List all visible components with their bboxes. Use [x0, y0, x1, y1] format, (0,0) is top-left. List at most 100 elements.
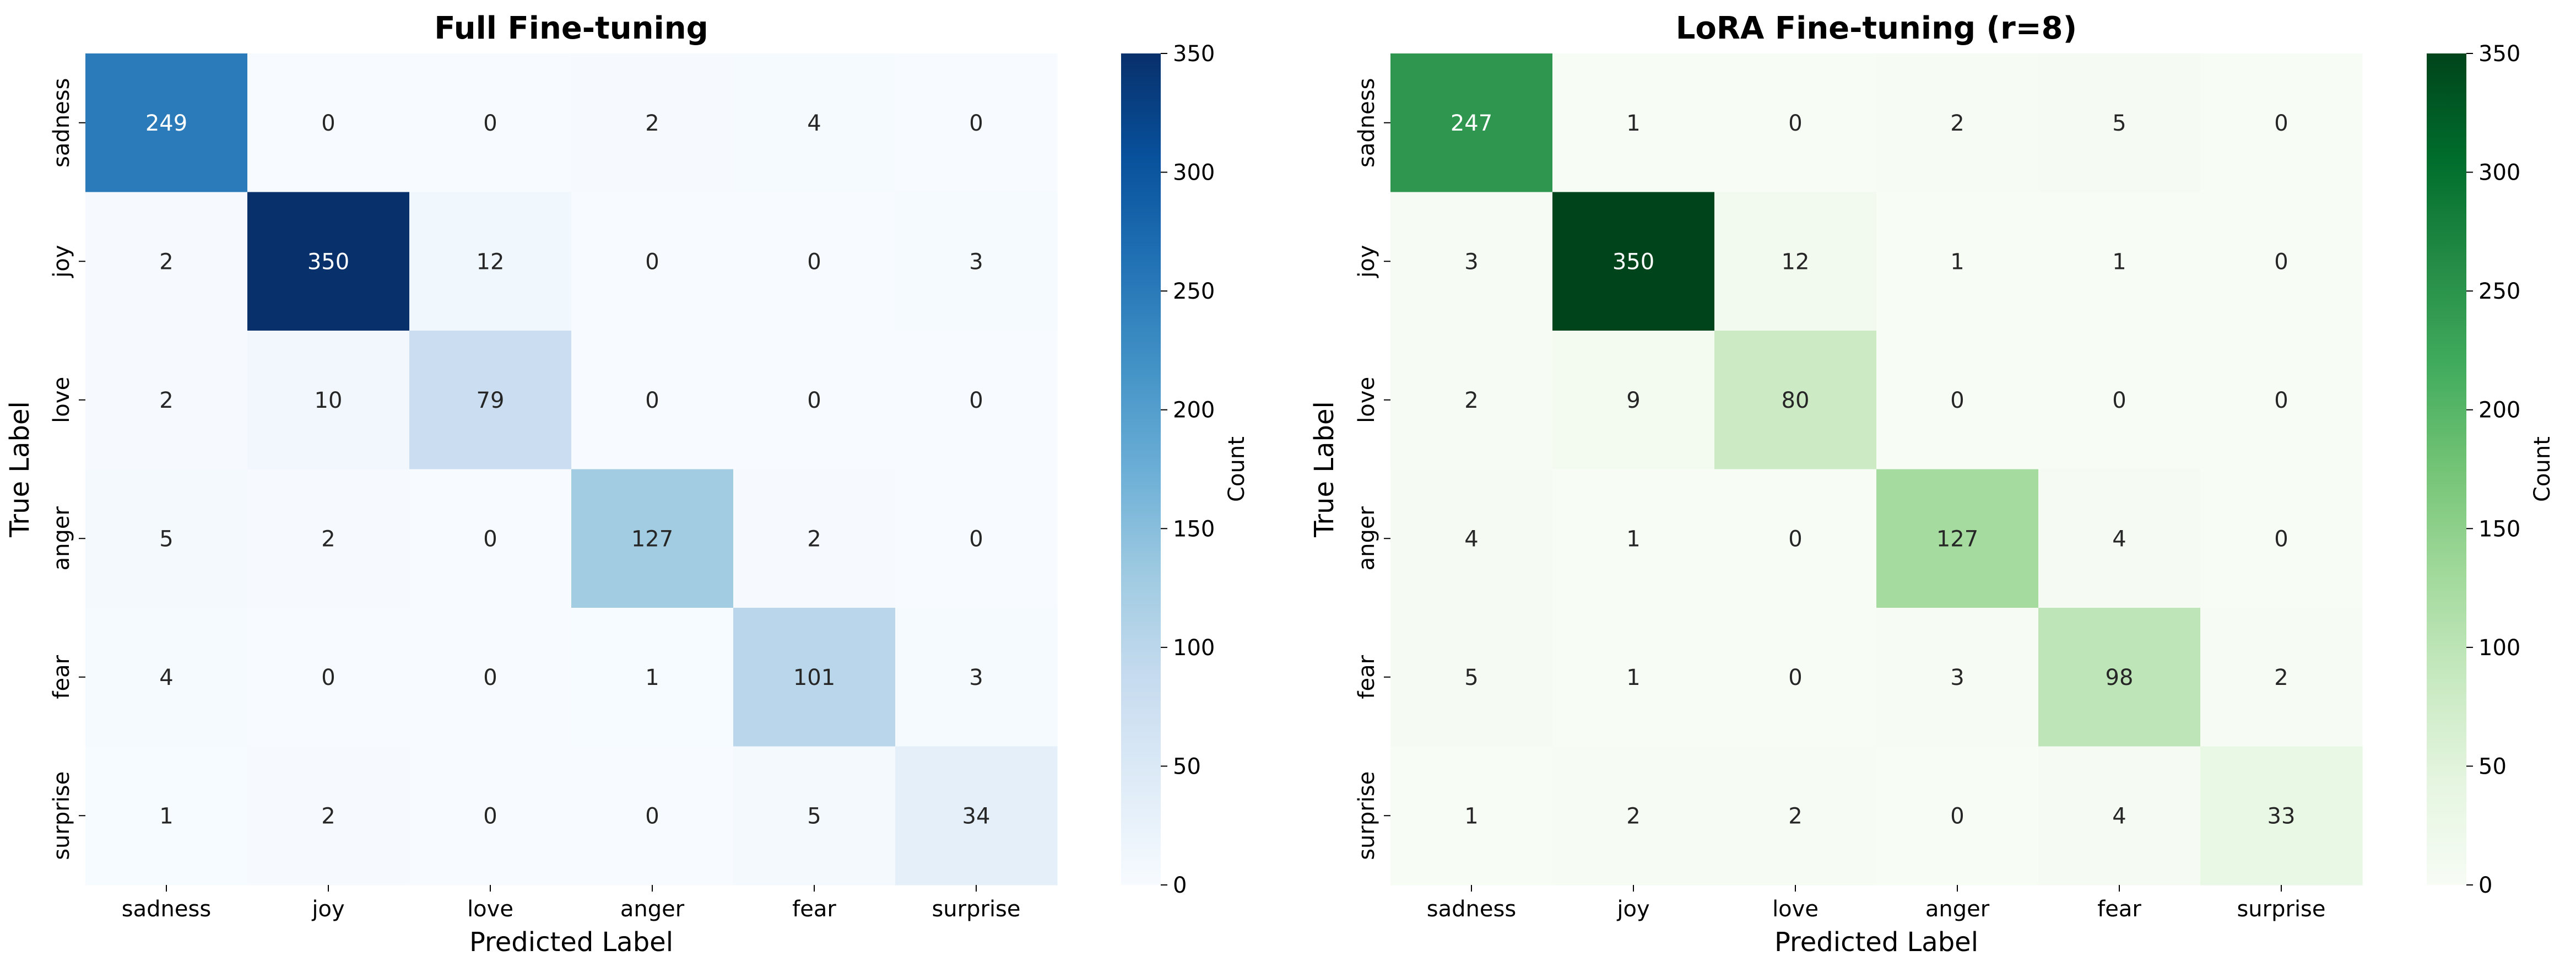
heatmap-cell: [571, 192, 734, 331]
heatmap-cell: [247, 608, 410, 747]
cell-value-label: 3: [969, 249, 983, 274]
heatmap-cell: [409, 192, 572, 331]
heatmap-cell: [1390, 469, 1553, 608]
heatmap-cell: [2038, 331, 2201, 470]
colorbar-tick-label: 50: [1173, 754, 1201, 779]
cell-value-label: 247: [1451, 111, 1492, 136]
colorbar-tick-label: 150: [2478, 516, 2520, 542]
heatmap-cell: [1876, 608, 2039, 747]
cell-value-label: 2: [321, 526, 335, 552]
cell-value-label: 5: [807, 803, 821, 829]
cell-value-label: 2: [1464, 388, 1478, 413]
cell-value-label: 1: [1626, 526, 1640, 552]
x-tick-label: fear: [792, 897, 836, 922]
heatmap-cell: [247, 746, 410, 885]
heatmap-cell: [2038, 608, 2201, 747]
cell-value-label: 4: [807, 111, 821, 136]
colorbar-tick-label: 100: [1173, 635, 1215, 661]
colorbar-tick-label: 300: [2478, 160, 2520, 186]
colorbar-tick-label: 350: [2478, 41, 2520, 67]
cell-value-label: 4: [2112, 803, 2126, 829]
colorbar-tick-label: 300: [1173, 160, 1215, 186]
heatmap-cell: [733, 608, 896, 747]
heatmap-cell: [571, 746, 734, 885]
cell-value-label: 5: [2112, 111, 2126, 136]
heatmap-cell: [2200, 192, 2363, 331]
cell-value-label: 5: [159, 526, 173, 552]
heatmap-cell: [409, 469, 572, 608]
chart-title: LoRA Fine-tuning (r=8): [1676, 10, 2077, 46]
cell-value-label: 0: [2112, 388, 2126, 413]
colorbar-tick-label: 50: [2478, 754, 2507, 779]
heatmap-cell: [571, 331, 734, 470]
heatmap-cell: [1714, 53, 1877, 193]
cell-value-label: 2: [159, 388, 173, 413]
cell-value-label: 0: [2274, 249, 2288, 274]
cell-value-label: 34: [962, 803, 991, 829]
cell-value-label: 2: [1626, 803, 1640, 829]
cell-value-label: 9: [1626, 388, 1640, 413]
heatmap-cell: [1876, 469, 2039, 608]
y-tick-label: surprise: [49, 771, 74, 860]
cell-value-label: 3: [969, 665, 983, 690]
heatmap-cell: [1714, 746, 1877, 885]
cell-value-label: 10: [315, 388, 343, 413]
cell-value-label: 2: [1788, 803, 1802, 829]
heatmap-cell: [571, 53, 734, 193]
cell-value-label: 0: [1788, 111, 1802, 136]
heatmap-cell: [409, 746, 572, 885]
colorbar-tick-label: 200: [1173, 398, 1215, 423]
cell-value-label: 1: [159, 803, 173, 829]
x-tick-label: anger: [1925, 897, 1990, 922]
heatmap-cell: [895, 746, 1058, 885]
y-tick-label: sadness: [49, 78, 74, 168]
heatmap-cell: [1552, 608, 1715, 747]
heatmap-cell: [85, 746, 248, 885]
heatmap-cell: [733, 331, 896, 470]
heatmap-cell: [85, 469, 248, 608]
heatmap-panel-2: 247 1 0 2 5 03 350 12 1 1 02 9 80 0 0 04 1 0 127 4 05 1 0 3 98 21…: [1309, 10, 2555, 958]
cell-value-label: 2: [2274, 665, 2288, 690]
heatmap-cell: [733, 746, 896, 885]
cell-value-label: 4: [159, 665, 173, 690]
cell-value-label: 0: [645, 249, 659, 274]
cell-value-label: 2: [1950, 111, 1964, 136]
heatmap-cell: [895, 192, 1058, 331]
cell-value-label: 0: [1950, 803, 1964, 829]
colorbar-tick-label: 250: [1173, 279, 1215, 304]
chart-title: Full Fine-tuning: [434, 10, 708, 46]
y-tick-label: fear: [1354, 655, 1379, 699]
cell-value-label: 0: [2274, 388, 2288, 413]
heatmap-cell: [85, 192, 248, 331]
y-axis-label: True Label: [4, 401, 35, 538]
colorbar: [1121, 53, 1161, 885]
cell-value-label: 350: [1612, 249, 1654, 274]
heatmap-cell: [1714, 331, 1877, 470]
cell-value-label: 79: [477, 388, 505, 413]
colorbar-tick-label: 200: [2478, 398, 2520, 423]
heatmap-cell: [247, 331, 410, 470]
cell-value-label: 0: [2274, 526, 2288, 552]
heatmap-cell: [895, 53, 1058, 193]
x-axis-label: Predicted Label: [1774, 927, 1978, 958]
heatmap-cell: [1876, 331, 2039, 470]
heatmap-cell: [571, 469, 734, 608]
x-tick-label: love: [467, 897, 513, 922]
cell-value-label: 0: [1950, 388, 1964, 413]
cell-value-label: 80: [1782, 388, 1810, 413]
cell-value-label: 4: [1464, 526, 1478, 552]
heatmap-cell: [2200, 608, 2363, 747]
heatmap-cell: [1876, 192, 2039, 331]
cell-value-label: 0: [2274, 111, 2288, 136]
cell-value-label: 127: [1936, 526, 1978, 552]
heatmap-cell: [247, 53, 410, 193]
cell-value-label: 101: [793, 665, 835, 690]
cell-value-label: 4: [2112, 526, 2126, 552]
y-tick-label: fear: [49, 655, 74, 699]
y-tick-label: joy: [1354, 245, 1379, 278]
heatmap-cell: [895, 608, 1058, 747]
heatmap-cell: [247, 192, 410, 331]
cell-value-label: 3: [1464, 249, 1478, 274]
y-axis-label: True Label: [1309, 401, 1340, 538]
